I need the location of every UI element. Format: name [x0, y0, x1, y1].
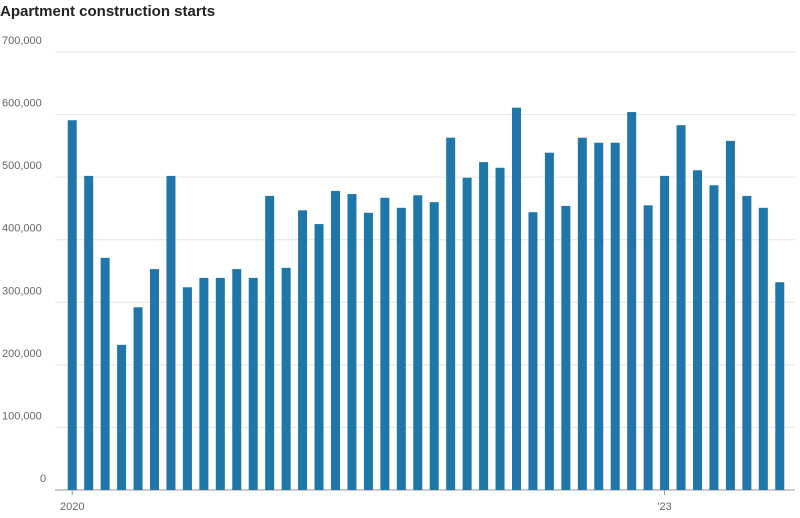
bar [248, 277, 258, 490]
bar [594, 142, 604, 490]
bar [347, 194, 357, 490]
bar [446, 137, 456, 491]
bar [67, 120, 77, 491]
bar [117, 344, 127, 490]
bar [413, 195, 423, 490]
bar [775, 282, 785, 490]
bar [544, 152, 554, 491]
bar [693, 170, 702, 490]
y-tick-label: 400,000 [2, 223, 42, 235]
bar [166, 175, 176, 491]
bar [133, 307, 143, 490]
bar [429, 202, 439, 490]
bar [495, 167, 505, 490]
y-tick-label: 700,000 [2, 35, 42, 47]
y-tick-label: 200,000 [2, 348, 42, 360]
bar [215, 277, 225, 490]
y-tick-label: 500,000 [2, 160, 42, 172]
bar [610, 142, 620, 490]
bar [643, 205, 653, 491]
y-tick-label: 0 [40, 473, 46, 485]
bar [479, 162, 489, 490]
bar [84, 175, 94, 491]
bar [396, 207, 406, 490]
y-tick-label: 600,000 [2, 98, 42, 110]
bar [627, 112, 637, 490]
bar [742, 195, 752, 490]
bar [709, 185, 719, 490]
bar [314, 224, 324, 491]
chart-title: Apartment construction starts [0, 3, 215, 20]
bar [462, 177, 472, 491]
bar [150, 269, 159, 490]
bar [363, 212, 373, 490]
x-tick-label: '23 [657, 501, 671, 513]
bar [331, 190, 340, 490]
bar [528, 212, 538, 490]
x-tick-label: 2020 [60, 501, 84, 513]
bar [725, 140, 735, 490]
bar [265, 195, 275, 490]
bar [512, 107, 521, 490]
bar [561, 205, 571, 490]
bar [676, 125, 686, 491]
bar [281, 267, 291, 490]
bar [577, 137, 587, 491]
bar [199, 277, 209, 490]
bar [660, 175, 670, 491]
y-tick-label: 100,000 [2, 410, 42, 422]
bar [758, 207, 768, 490]
bar [380, 197, 390, 490]
bar [100, 257, 110, 490]
bar [232, 269, 242, 490]
bar [298, 210, 308, 490]
y-tick-label: 300,000 [2, 285, 42, 297]
bar [182, 287, 192, 490]
